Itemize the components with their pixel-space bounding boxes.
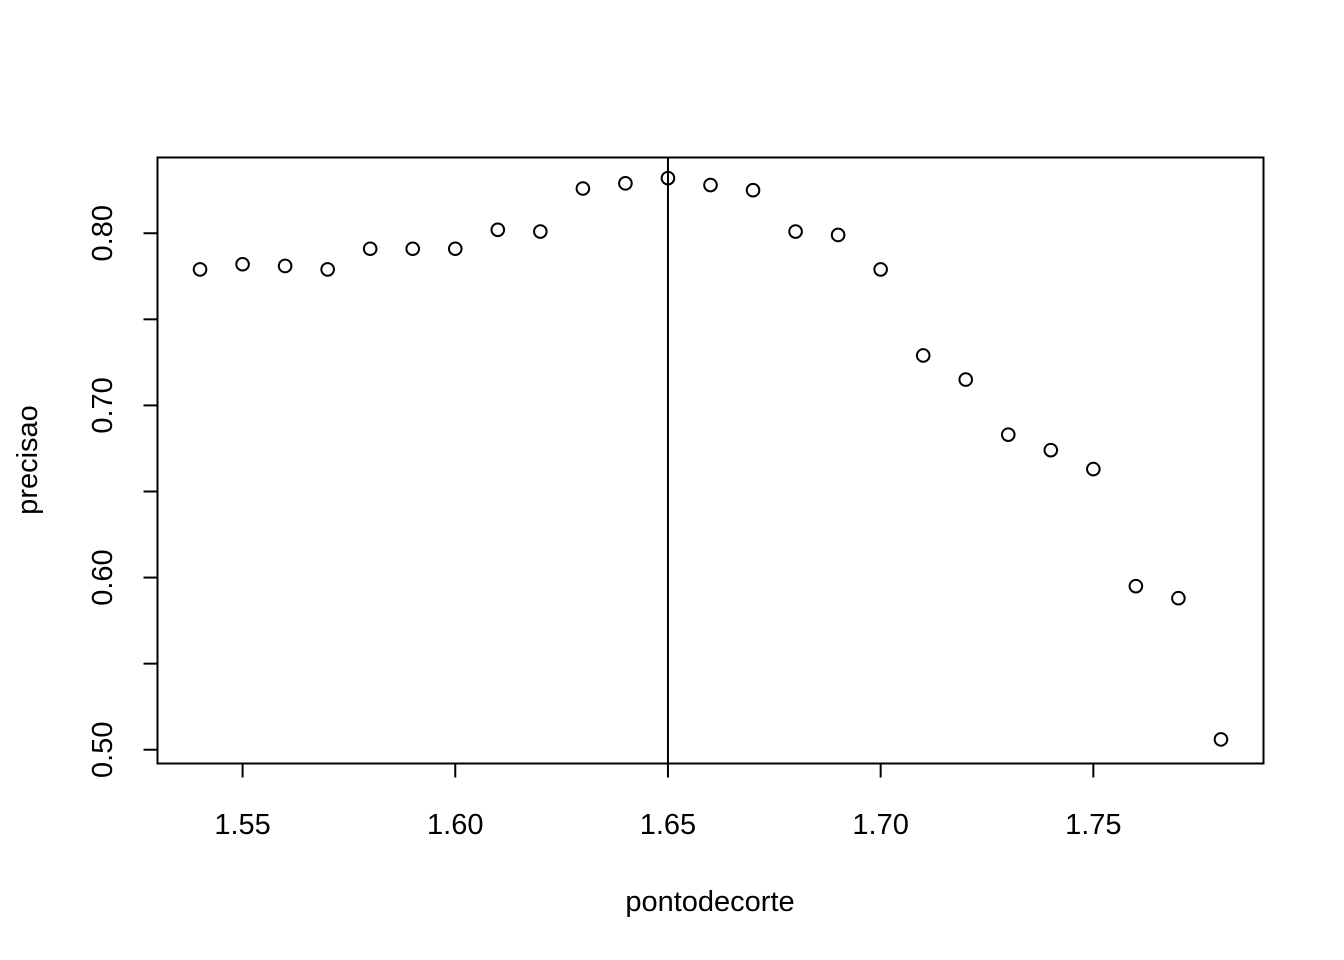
data-point [235, 256, 250, 272]
data-point [1000, 427, 1016, 442]
data-point [362, 241, 378, 257]
data-point [703, 177, 718, 193]
x-tick-label: 1.75 [1065, 809, 1121, 841]
data-point [660, 170, 676, 186]
y-axis-title: precisao [12, 405, 44, 515]
x-tick-label: 1.60 [427, 809, 483, 841]
data-point [1128, 578, 1144, 594]
data-point [447, 241, 463, 257]
y-tick-label: 0.70 [87, 377, 119, 433]
data-point [745, 182, 761, 198]
data-point [575, 181, 591, 196]
data-point [958, 372, 974, 387]
data-point [192, 262, 208, 277]
data-point [1213, 732, 1229, 747]
data-point [915, 348, 931, 363]
data-point [830, 227, 846, 243]
x-tick-label: 1.70 [852, 809, 908, 841]
x-axis-title: pontodecorte [625, 886, 794, 918]
plot-frame [156, 156, 1265, 765]
data-point [873, 262, 888, 277]
data-point [405, 241, 421, 257]
data-point [533, 224, 548, 239]
axis-ticks: 1.55 1.60 1.65 1.70 1.75 0.50 0.60 0.70 0.80 [87, 205, 1122, 841]
data-points [192, 170, 1229, 747]
data-point [1043, 442, 1059, 458]
y-tick-label: 0.60 [87, 549, 119, 605]
data-point [320, 262, 335, 277]
data-point [277, 258, 293, 274]
x-tick-label: 1.65 [640, 809, 696, 841]
y-tick-label: 0.80 [87, 205, 119, 261]
data-point [1171, 590, 1186, 606]
data-point [1086, 461, 1101, 477]
data-point [618, 176, 633, 191]
x-tick-label: 1.55 [214, 809, 270, 841]
data-point [490, 222, 506, 238]
y-tick-label: 0.50 [87, 722, 119, 778]
data-point [788, 224, 803, 239]
